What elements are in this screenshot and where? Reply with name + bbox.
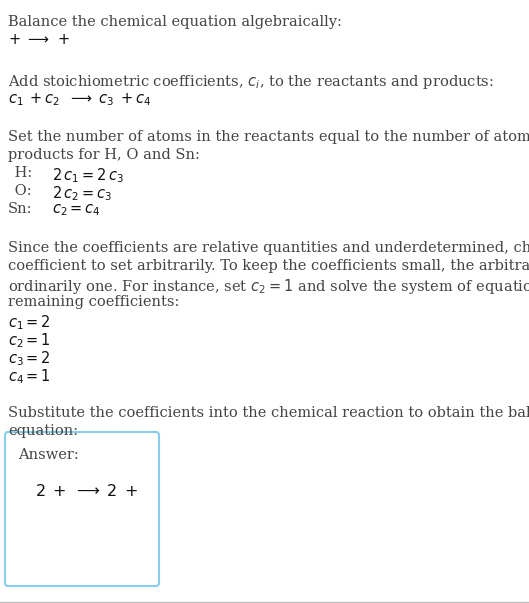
Text: ordinarily one. For instance, set $c_2 = 1$ and solve the system of equations fo: ordinarily one. For instance, set $c_2 =… xyxy=(8,277,529,296)
Text: Sn:: Sn: xyxy=(8,202,32,216)
Text: coefficient to set arbitrarily. To keep the coefficients small, the arbitrary va: coefficient to set arbitrarily. To keep … xyxy=(8,259,529,273)
Text: $c_4 = 1$: $c_4 = 1$ xyxy=(8,367,51,386)
Text: Balance the chemical equation algebraically:: Balance the chemical equation algebraica… xyxy=(8,15,342,29)
Text: $2\,c_2 = c_3$: $2\,c_2 = c_3$ xyxy=(52,184,112,203)
Text: Since the coefficients are relative quantities and underdetermined, choose a: Since the coefficients are relative quan… xyxy=(8,241,529,255)
Text: $+\;\longrightarrow\;+$: $+\;\longrightarrow\;+$ xyxy=(8,33,70,47)
Text: $c_2 = 1$: $c_2 = 1$ xyxy=(8,331,51,350)
Text: Answer:: Answer: xyxy=(18,448,79,462)
Text: remaining coefficients:: remaining coefficients: xyxy=(8,295,179,309)
Text: $c_3 = 2$: $c_3 = 2$ xyxy=(8,349,51,368)
FancyBboxPatch shape xyxy=(5,432,159,586)
Text: $2\,c_1 = 2\,c_3$: $2\,c_1 = 2\,c_3$ xyxy=(52,166,124,185)
Text: Substitute the coefficients into the chemical reaction to obtain the balanced: Substitute the coefficients into the che… xyxy=(8,406,529,420)
Text: H:: H: xyxy=(10,166,32,180)
Text: products for H, O and Sn:: products for H, O and Sn: xyxy=(8,148,200,162)
Text: $c_1\;+c_2\;\;\longrightarrow\;c_3\;+c_4$: $c_1\;+c_2\;\;\longrightarrow\;c_3\;+c_4… xyxy=(8,91,151,108)
Text: Set the number of atoms in the reactants equal to the number of atoms in the: Set the number of atoms in the reactants… xyxy=(8,130,529,144)
Text: $c_2 = c_4$: $c_2 = c_4$ xyxy=(52,202,101,218)
Text: $c_1 = 2$: $c_1 = 2$ xyxy=(8,313,51,332)
Text: Add stoichiometric coefficients, $c_i$, to the reactants and products:: Add stoichiometric coefficients, $c_i$, … xyxy=(8,73,494,91)
Text: equation:: equation: xyxy=(8,424,78,438)
Text: $2\;+\;\longrightarrow\;2\;+$: $2\;+\;\longrightarrow\;2\;+$ xyxy=(35,483,139,500)
Text: O:: O: xyxy=(10,184,32,198)
